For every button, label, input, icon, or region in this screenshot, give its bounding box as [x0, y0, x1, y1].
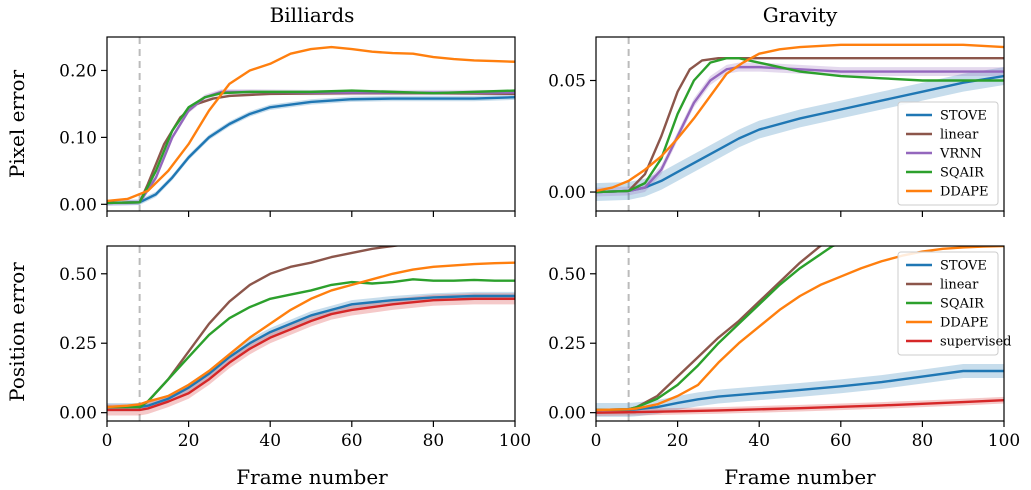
axes-frame [106, 36, 516, 212]
plot-area [596, 43, 1004, 201]
x-tick-label: 100 [988, 431, 1020, 451]
series-line-stove [107, 294, 515, 409]
series-line-supervised [596, 398, 1004, 414]
series-line-sqair [596, 246, 837, 412]
panel-title-billiards: Billiards [270, 3, 355, 27]
x-tick-label: 0 [102, 431, 113, 451]
y-tick-label: 0.25 [548, 334, 586, 354]
legend-label-ddape: DDAPE [940, 316, 988, 331]
y-tick-label: 0.50 [548, 265, 586, 285]
axes-frame [106, 245, 516, 422]
y-tick-label: 0.00 [548, 404, 586, 424]
plot-area [107, 246, 515, 416]
axes-frame [595, 245, 1005, 422]
x-tick-label: 40 [748, 431, 770, 451]
x-tick-label: 40 [259, 431, 281, 451]
series-line-ddape [107, 45, 515, 203]
series-line-stove [596, 74, 1004, 194]
series-line-linear [596, 56, 1004, 194]
legend-label-vrnn: VRNN [939, 147, 982, 162]
y-tick-label: 0.10 [59, 128, 97, 148]
y-axis-title-position-error: Position error [5, 262, 29, 402]
series-line-linear [107, 246, 402, 409]
series-line-ddape [596, 43, 1004, 193]
y-tick-label: 0.20 [59, 61, 97, 81]
y-tick-label: 0.00 [548, 183, 586, 203]
x-tick-label: 0 [591, 431, 602, 451]
x-tick-label: 20 [667, 431, 689, 451]
x-tick-label: 80 [912, 431, 934, 451]
legend-label-linear: linear [940, 278, 979, 293]
panel-gravity-position-error: 0 20 40 60 80 100 0.00 0.25 0.50 STOVE linear SQAIR… [548, 245, 1020, 451]
series-line-ddape [107, 261, 515, 409]
band-stove [107, 291, 515, 412]
plot-area [107, 45, 515, 206]
plot-area [596, 246, 1004, 417]
x-tick-label: 80 [423, 431, 445, 451]
series-line-supervised [107, 297, 515, 412]
y-tick-label: 0.00 [59, 404, 97, 424]
legend-box [897, 251, 999, 356]
panel-title-gravity: Gravity [763, 3, 838, 27]
series-line-vrnn [107, 90, 515, 205]
legend-label-stove: STOVE [940, 259, 987, 274]
y-tick-label: 0.00 [59, 195, 97, 215]
y-axis-title-pixel-error: Pixel error [5, 69, 29, 178]
legend-label-sqair: SQAIR [940, 297, 985, 312]
x-tick-label: 60 [830, 431, 852, 451]
panel-billiards-pixel-error: 0.00 0.10 0.20 [59, 36, 516, 217]
legend-label-linear: linear [940, 128, 979, 143]
legend: STOVE linear SQAIR DDAPE supervised [897, 251, 1011, 356]
x-tick-label: 60 [341, 431, 363, 451]
band-supervised [107, 293, 515, 416]
legend-label-supervised: supervised [940, 335, 1011, 350]
y-tick-label: 0.50 [59, 265, 97, 285]
legend-label-sqair: SQAIR [940, 166, 985, 181]
band-stove [596, 67, 1004, 201]
series-line-sqair [107, 89, 515, 205]
y-tick-label: 0.25 [59, 334, 97, 354]
series-line-sqair [107, 278, 515, 409]
y-tick-label: 0.05 [548, 72, 586, 92]
panel-billiards-position-error: 0 20 40 60 80 100 0.00 0.25 0.50 [59, 245, 531, 451]
series-line-ddape [596, 246, 1004, 412]
legend: STOVE linear VRNN SQAIR DDAPE [897, 101, 999, 206]
series-line-stove [107, 96, 515, 205]
x-tick-label: 20 [178, 431, 200, 451]
legend-label-stove: STOVE [940, 109, 987, 124]
legend-label-ddape: DDAPE [940, 185, 988, 200]
x-axis-title-right: Frame number [724, 465, 876, 489]
x-axis-title-left: Frame number [236, 465, 388, 489]
legend-box [897, 101, 999, 206]
panel-gravity-pixel-error: 0.00 0.05 STOVE linear VRNN SQAIR DDAPE [548, 36, 1005, 217]
axes-frame [595, 36, 1005, 212]
series-line-sqair [596, 56, 1004, 194]
x-tick-label: 100 [499, 431, 531, 451]
